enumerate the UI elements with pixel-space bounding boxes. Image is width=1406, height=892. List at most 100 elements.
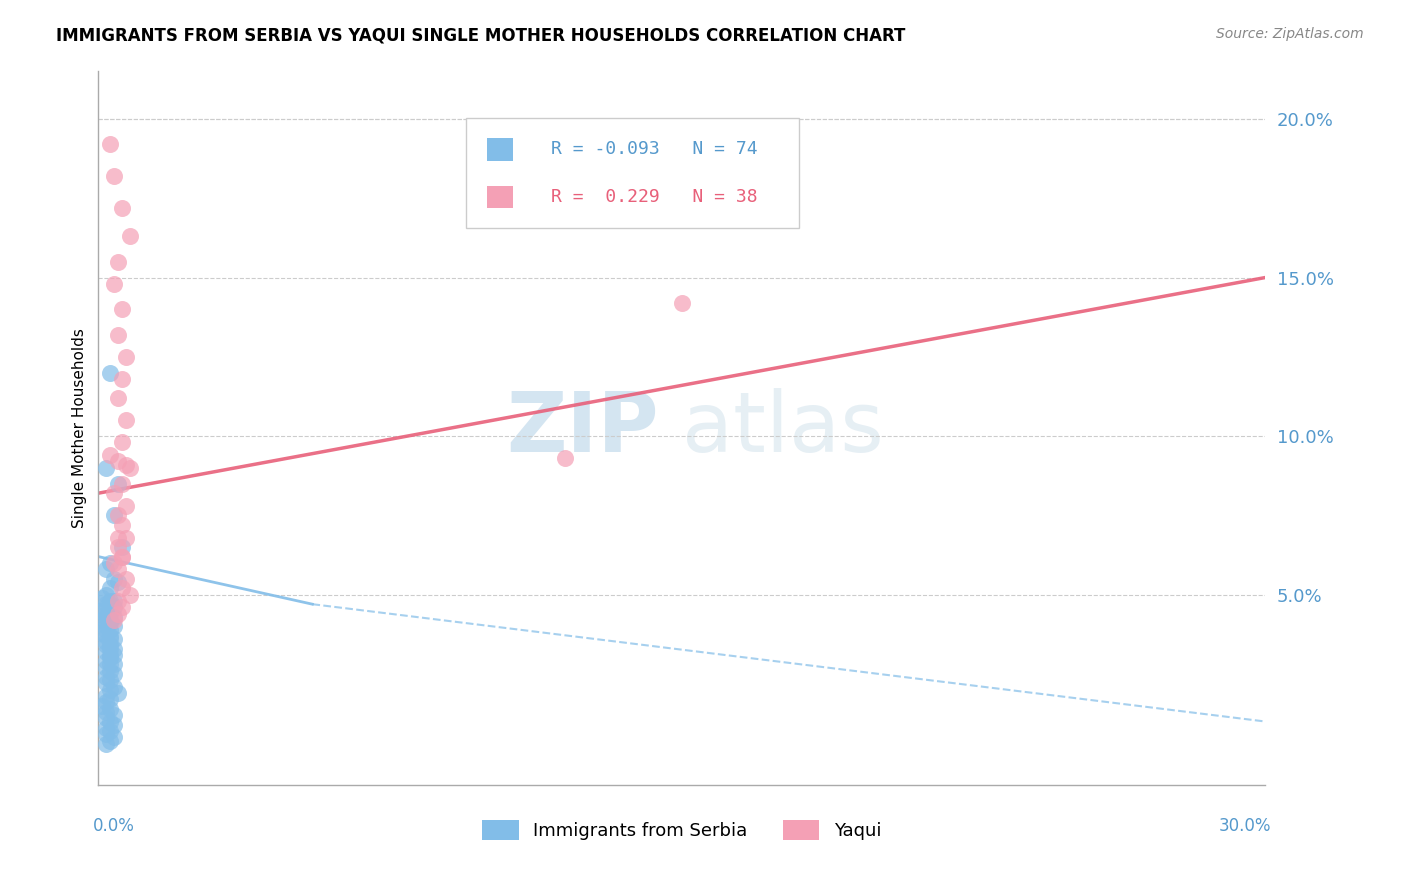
Point [98, 651, 121, 665]
Point [96, 460, 118, 475]
Point [103, 731, 125, 745]
Point [114, 531, 136, 545]
Point [107, 391, 129, 405]
Point [96, 689, 118, 703]
Text: ZIP: ZIP [506, 388, 658, 468]
Point [554, 451, 576, 466]
Point [98, 673, 121, 688]
Point [103, 680, 125, 694]
Point [96, 562, 118, 576]
Point [96, 635, 118, 649]
Point [98, 648, 121, 662]
Point [114, 350, 136, 364]
Point [111, 372, 134, 386]
Point [98, 603, 121, 617]
Point [96, 711, 118, 725]
Point [103, 619, 125, 633]
Point [96, 645, 118, 659]
Point [98, 692, 121, 706]
Point [103, 556, 125, 570]
Point [103, 667, 125, 681]
Point [103, 600, 125, 615]
Point [103, 641, 125, 656]
Point [96, 597, 118, 611]
FancyBboxPatch shape [486, 137, 513, 161]
Text: Source: ZipAtlas.com: Source: ZipAtlas.com [1216, 27, 1364, 41]
Point [98, 664, 121, 678]
Point [98, 613, 121, 627]
Text: R =  0.229   N = 38: R = 0.229 N = 38 [551, 188, 758, 206]
Point [107, 574, 129, 589]
Point [114, 499, 136, 513]
Point [98, 556, 121, 570]
Point [96, 600, 118, 615]
Point [118, 588, 141, 602]
Point [98, 639, 121, 653]
Point [91, 625, 114, 640]
Point [98, 616, 121, 631]
Point [107, 686, 129, 700]
Point [103, 572, 125, 586]
Text: atlas: atlas [682, 388, 883, 468]
Point [111, 549, 134, 564]
Point [111, 476, 134, 491]
Text: 30.0%: 30.0% [1219, 817, 1271, 835]
Point [103, 594, 125, 608]
Point [103, 648, 125, 662]
Point [96, 670, 118, 684]
Point [111, 582, 134, 596]
Point [103, 508, 125, 523]
Point [98, 724, 121, 739]
Point [114, 413, 136, 427]
Text: 0.0%: 0.0% [93, 817, 135, 835]
Point [96, 721, 118, 735]
Point [111, 517, 134, 532]
Point [114, 572, 136, 586]
Point [91, 613, 114, 627]
Point [98, 607, 121, 621]
Point [103, 717, 125, 731]
Point [96, 654, 118, 668]
Point [96, 610, 118, 624]
Point [96, 607, 118, 621]
Point [96, 696, 118, 710]
Point [98, 623, 121, 637]
Point [98, 597, 121, 611]
Point [98, 682, 121, 697]
Point [98, 366, 121, 380]
Point [98, 632, 121, 646]
Point [103, 610, 125, 624]
Point [103, 657, 125, 672]
FancyBboxPatch shape [486, 186, 513, 209]
Point [111, 435, 134, 450]
Point [107, 562, 129, 576]
Point [96, 629, 118, 643]
Point [98, 137, 121, 152]
FancyBboxPatch shape [465, 118, 799, 228]
Point [98, 594, 121, 608]
Point [91, 603, 114, 617]
Point [98, 641, 121, 656]
Point [96, 660, 118, 674]
Point [671, 296, 693, 310]
Point [96, 727, 118, 741]
Point [118, 460, 141, 475]
Point [91, 698, 114, 713]
Point [96, 588, 118, 602]
Point [107, 607, 129, 621]
Point [103, 169, 125, 183]
Point [107, 508, 129, 523]
Point [107, 254, 129, 268]
Point [107, 327, 129, 342]
Point [98, 714, 121, 729]
Point [96, 676, 118, 690]
Point [111, 201, 134, 215]
Legend: Immigrants from Serbia, Yaqui: Immigrants from Serbia, Yaqui [475, 813, 889, 847]
Point [107, 594, 129, 608]
Point [96, 705, 118, 719]
Point [107, 454, 129, 468]
Text: R = -0.093   N = 74: R = -0.093 N = 74 [551, 140, 758, 158]
Point [107, 531, 129, 545]
Point [98, 582, 121, 596]
Point [98, 702, 121, 716]
